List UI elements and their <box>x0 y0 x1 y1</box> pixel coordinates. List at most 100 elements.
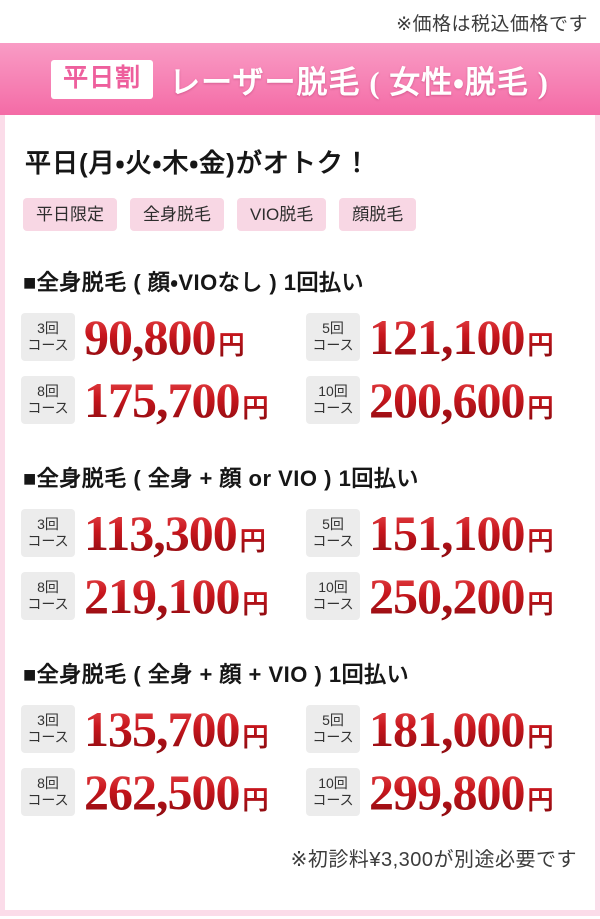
price-amount: 113,300 <box>84 505 238 561</box>
price-amount: 135,700 <box>84 701 240 757</box>
price-item: 8回 コース 262,500 円 <box>21 765 296 819</box>
price-value: 121,100 円 <box>369 312 554 362</box>
price-grid: 3回 コース 135,700 円 5回 コース 181,000 円 <box>21 702 581 819</box>
course-suffix: コース <box>27 596 69 612</box>
course-suffix: コース <box>312 792 354 808</box>
course-suffix: コース <box>27 533 69 549</box>
price-value: 299,800 円 <box>369 767 554 817</box>
course-count: 8回 <box>37 775 59 792</box>
course-count: 10回 <box>318 383 348 400</box>
price-value: 200,600 円 <box>369 375 554 425</box>
price-value: 219,100 円 <box>84 571 269 621</box>
price-value: 262,500 円 <box>84 767 269 817</box>
price-unit-yen: 円 <box>242 723 269 752</box>
price-amount: 200,600 <box>369 372 525 428</box>
course-count: 3回 <box>37 516 59 533</box>
tag-weekday-only: 平日限定 <box>23 198 117 231</box>
plan-section-face-or-vio: ■全身脱毛 ( 全身 + 顔 or VIO ) 1回払い 3回 コース 113,… <box>21 461 581 623</box>
course-suffix: コース <box>27 337 69 353</box>
course-suffix: コース <box>27 729 69 745</box>
price-unit-yen: 円 <box>242 590 269 619</box>
tag-vio: VIO脱毛 <box>237 198 327 231</box>
course-badge: 5回 コース <box>306 705 360 753</box>
price-value: 175,700 円 <box>84 375 269 425</box>
course-count: 3回 <box>37 712 59 729</box>
price-amount: 250,200 <box>369 568 525 624</box>
price-item: 10回 コース 299,800 円 <box>306 765 581 819</box>
tag-full-body: 全身脱毛 <box>130 198 224 231</box>
price-unit-yen: 円 <box>527 786 554 815</box>
course-count: 5回 <box>322 516 344 533</box>
price-amount: 299,800 <box>369 764 525 820</box>
course-badge: 8回 コース <box>21 768 75 816</box>
price-item: 10回 コース 250,200 円 <box>306 569 581 623</box>
price-value: 113,300 円 <box>84 508 266 558</box>
section-title: ■全身脱毛 ( 全身 + 顔 or VIO ) 1回払い <box>23 466 419 491</box>
price-item: 5回 コース 181,000 円 <box>306 702 581 756</box>
price-item: 8回 コース 175,700 円 <box>21 373 296 427</box>
course-count: 10回 <box>318 775 348 792</box>
course-suffix: コース <box>312 533 354 549</box>
course-badge: 5回 コース <box>306 313 360 361</box>
course-badge: 8回 コース <box>21 376 75 424</box>
course-badge: 3回 コース <box>21 705 75 753</box>
page-title: レーザー脱毛 ( 女性・脱毛 ) <box>169 64 549 100</box>
header-bar: 平日割 レーザー脱毛 ( 女性・脱毛 ) <box>0 43 600 115</box>
price-amount: 90,800 <box>84 309 216 365</box>
price-value: 181,000 円 <box>369 704 554 754</box>
price-amount: 175,700 <box>84 372 240 428</box>
price-item: 10回 コース 200,600 円 <box>306 373 581 427</box>
course-suffix: コース <box>27 792 69 808</box>
course-suffix: コース <box>312 337 354 353</box>
price-item: 5回 コース 121,100 円 <box>306 310 581 364</box>
course-suffix: コース <box>27 400 69 416</box>
course-count: 3回 <box>37 320 59 337</box>
price-unit-yen: 円 <box>527 394 554 423</box>
price-amount: 219,100 <box>84 568 240 624</box>
price-value: 90,800 円 <box>84 312 245 362</box>
plan-section-face-and-vio: ■全身脱毛 ( 全身 + 顔 + VIO ) 1回払い 3回 コース 135,7… <box>21 657 581 819</box>
course-count: 8回 <box>37 579 59 596</box>
price-item: 5回 コース 151,100 円 <box>306 506 581 560</box>
section-title: ■全身脱毛 ( 顔・VIOなし ) 1回払い <box>23 270 365 295</box>
price-unit-yen: 円 <box>239 527 266 556</box>
price-value: 135,700 円 <box>84 704 269 754</box>
course-suffix: コース <box>312 596 354 612</box>
plan-section-no-face-vio: ■全身脱毛 ( 顔・VIOなし ) 1回払い 3回 コース 90,800 円 5… <box>21 265 581 427</box>
price-item: 3回 コース 113,300 円 <box>21 506 296 560</box>
price-grid: 3回 コース 113,300 円 5回 コース 151,100 円 <box>21 506 581 623</box>
price-value: 250,200 円 <box>369 571 554 621</box>
course-badge: 3回 コース <box>21 509 75 557</box>
weekday-discount-badge: 平日割 <box>51 59 154 99</box>
section-title: ■全身脱毛 ( 全身 + 顔 + VIO ) 1回払い <box>23 662 410 687</box>
price-amount: 121,100 <box>369 309 525 365</box>
course-count: 5回 <box>322 320 344 337</box>
course-badge: 10回 コース <box>306 572 360 620</box>
price-unit-yen: 円 <box>218 331 245 360</box>
course-badge: 3回 コース <box>21 313 75 361</box>
price-amount: 151,100 <box>369 505 525 561</box>
price-card: 平日(月・火・木・金)がオトク！ 平日限定 全身脱毛 VIO脱毛 顔脱毛 ■全身… <box>0 115 600 916</box>
price-value: 151,100 円 <box>369 508 554 558</box>
price-unit-yen: 円 <box>527 331 554 360</box>
intro-heading: 平日(月・火・木・金)がオトク！ <box>25 148 371 178</box>
price-unit-yen: 円 <box>527 723 554 752</box>
price-item: 8回 コース 219,100 円 <box>21 569 296 623</box>
course-suffix: コース <box>312 729 354 745</box>
price-item: 3回 コース 135,700 円 <box>21 702 296 756</box>
price-grid: 3回 コース 90,800 円 5回 コース 121,100 円 <box>21 310 581 427</box>
price-unit-yen: 円 <box>242 786 269 815</box>
course-count: 8回 <box>37 383 59 400</box>
course-badge: 5回 コース <box>306 509 360 557</box>
course-count: 10回 <box>318 579 348 596</box>
price-unit-yen: 円 <box>242 394 269 423</box>
tag-list: 平日限定 全身脱毛 VIO脱毛 顔脱毛 <box>21 198 581 231</box>
course-badge: 8回 コース <box>21 572 75 620</box>
price-amount: 262,500 <box>84 764 240 820</box>
price-unit-yen: 円 <box>527 527 554 556</box>
course-badge: 10回 コース <box>306 768 360 816</box>
course-count: 5回 <box>322 712 344 729</box>
tag-face: 顔脱毛 <box>339 198 417 231</box>
price-unit-yen: 円 <box>527 590 554 619</box>
course-suffix: コース <box>312 400 354 416</box>
